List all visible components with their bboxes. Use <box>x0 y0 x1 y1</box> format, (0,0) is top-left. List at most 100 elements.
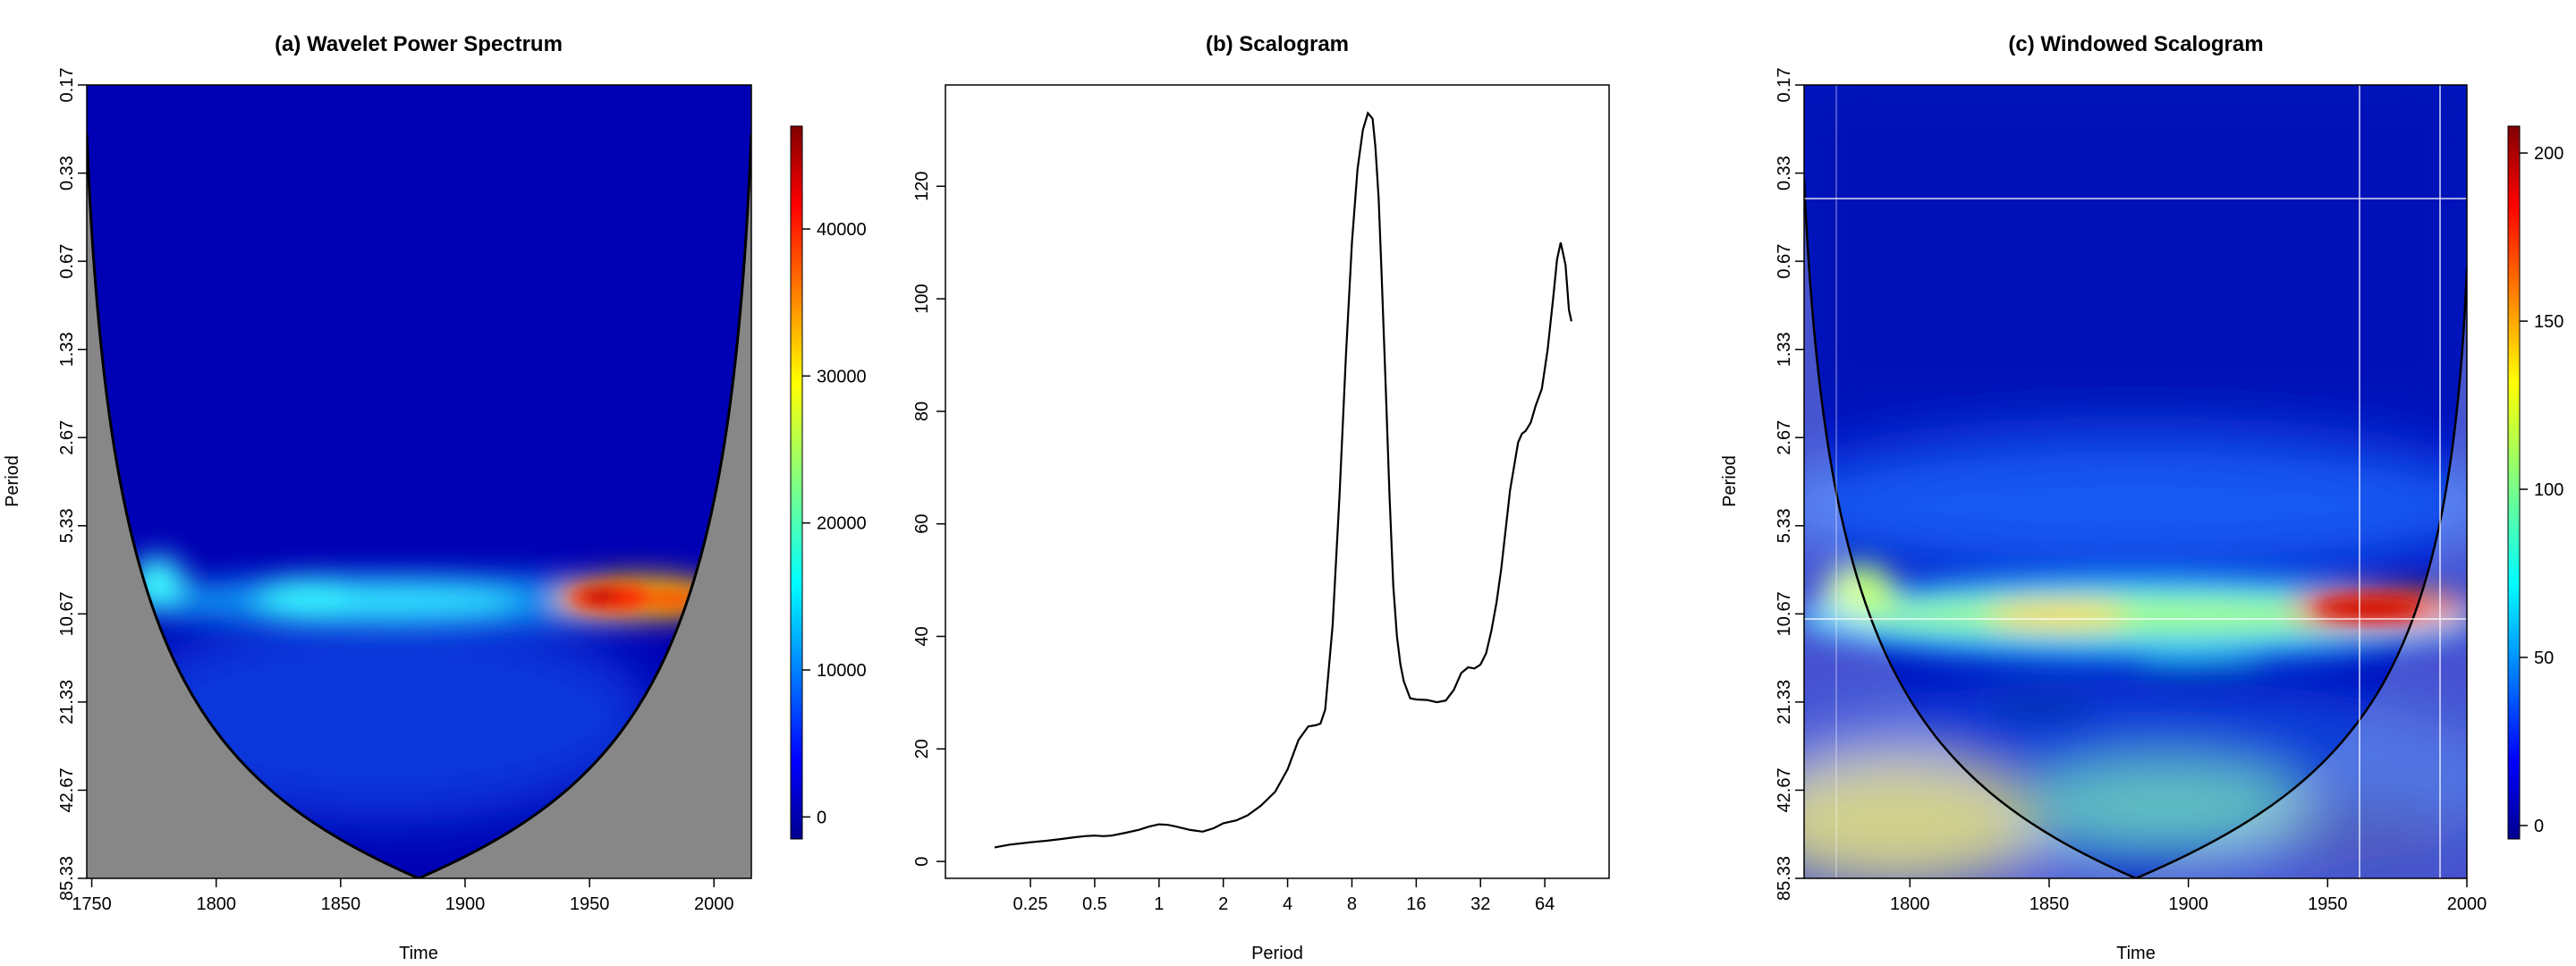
y-tick-label: 85.33 <box>57 856 77 901</box>
x-tick-label: 0.5 <box>1082 894 1107 914</box>
colorbar-tick-label: 0 <box>817 808 826 827</box>
scalogram-line <box>994 111 1572 849</box>
x-tick-label: 1850 <box>2029 894 2070 914</box>
y-tick-label: 5.33 <box>1775 508 1794 543</box>
y-tick-label: 10.67 <box>1775 591 1794 636</box>
panel-c: (c) Windowed Scalogram <box>1720 32 2563 963</box>
panel-a-colorbar-ramp <box>790 125 803 840</box>
y-tick-label: 1.33 <box>1775 332 1794 367</box>
x-tick-label: 1950 <box>2308 894 2348 914</box>
y-tick-label: 0.67 <box>57 244 77 279</box>
panel-c-lower-dark <box>2272 805 2451 859</box>
panel-c-upper-band <box>1804 85 2467 407</box>
x-tick-label: 8 <box>1347 894 1357 914</box>
y-tick-label: 10.67 <box>57 591 77 636</box>
panel-a-frame <box>86 84 752 879</box>
panel-c-heatmap <box>1804 85 2467 878</box>
y-tick-label: 42.67 <box>57 767 77 812</box>
x-tick-label: 32 <box>1470 894 1490 914</box>
colorbar-tick-label: 150 <box>2534 312 2563 332</box>
x-tick-label: 4 <box>1283 894 1292 914</box>
y-tick-label: 2.67 <box>1775 420 1794 455</box>
x-tick-label: 1950 <box>570 894 610 914</box>
y-tick-label: 21.33 <box>57 680 77 724</box>
panel-c-frame <box>1803 84 2468 879</box>
panel-c-y-axis: 0.17 0.33 0.67 1.33 2.67 5.33 10.67 21.33 42.67 8… <box>1775 68 1804 901</box>
panel-a-xlabel: Time <box>399 944 438 963</box>
panel-b-title: (b) Scalogram <box>1206 32 1349 56</box>
colorbar-tick-label: 30000 <box>817 367 867 386</box>
y-tick-label: 60 <box>912 514 932 534</box>
x-tick-label: 1 <box>1154 894 1164 914</box>
x-tick-label: 1850 <box>321 894 361 914</box>
panel-a-coi-mask <box>87 134 751 878</box>
panel-a-ylabel: Period <box>3 455 22 507</box>
panel-c-yellow-1870 <box>1986 601 2129 630</box>
colorbar-tick-label: 20000 <box>817 514 867 534</box>
colorbar-tick-label: 0 <box>2534 817 2544 836</box>
y-tick-label: 0 <box>912 857 932 867</box>
x-tick-label: 1750 <box>72 894 112 914</box>
x-tick-label: 2000 <box>2447 894 2487 914</box>
panel-c-low-left <box>1804 760 2039 878</box>
panel-b-x-axis: 0.25 0.5 1 2 4 8 16 32 64 <box>1013 878 1555 914</box>
panel-c-hot-core <box>2317 597 2424 619</box>
y-tick-label: 100 <box>912 284 932 313</box>
panel-a-spot-1850 <box>264 578 353 617</box>
x-tick-label: 2000 <box>694 894 734 914</box>
panel-a-heatmap <box>87 85 751 878</box>
colorbar-tick-label: 200 <box>2534 144 2563 164</box>
panel-b-xlabel: Period <box>1251 944 1303 963</box>
panel-b: (b) Scalogram 0 20 40 60 80 100 120 0.25 0.5 1 2 4… <box>912 32 1610 963</box>
y-tick-label: 85.33 <box>1775 856 1794 901</box>
panel-c-dark-1900 <box>2138 660 2263 682</box>
y-tick-label: 0.17 <box>57 68 77 103</box>
panel-c-xlabel: Time <box>2116 944 2156 963</box>
y-tick-label: 0.33 <box>1775 156 1794 191</box>
y-tick-label: 120 <box>912 172 932 201</box>
y-tick-label: 5.33 <box>57 508 77 543</box>
x-tick-label: 16 <box>1406 894 1426 914</box>
colorbar-tick-label: 40000 <box>817 220 867 240</box>
x-tick-label: 2 <box>1218 894 1228 914</box>
y-tick-label: 20 <box>912 739 932 758</box>
panel-c-power-blobs <box>1804 85 2467 878</box>
x-tick-label: 1800 <box>196 894 236 914</box>
panel-a-hot-core-2 <box>644 590 698 608</box>
panel-c-colorbar: 0 50 100 150 200 <box>2507 125 2563 840</box>
panel-c-coi-shade <box>1804 179 2467 878</box>
colorbar-tick-label: 100 <box>2534 480 2563 500</box>
panel-c-band-inner <box>1852 596 2424 635</box>
y-tick-label: 80 <box>912 402 932 421</box>
panel-b-frame <box>945 84 1610 879</box>
x-tick-label: 1800 <box>1890 894 1930 914</box>
y-tick-label: 40 <box>912 626 932 646</box>
panel-a: (a) Wavelet Power Spectrum <box>3 32 867 963</box>
panel-c-title: (c) Windowed Scalogram <box>2008 32 2263 56</box>
panel-c-dark-1850 <box>1986 696 2093 717</box>
panel-c-ylabel: Period <box>1720 455 1740 507</box>
panel-b-y-axis: 0 20 40 60 80 100 120 <box>912 172 945 867</box>
panel-a-x-axis: 1750 1800 1850 1900 1950 2000 <box>72 878 734 914</box>
panel-a-title: (a) Wavelet Power Spectrum <box>275 32 563 56</box>
panel-c-x-axis: 1800 1850 1900 1950 2000 <box>1890 878 2487 914</box>
colorbar-tick-label: 10000 <box>817 661 867 681</box>
x-tick-label: 0.25 <box>1013 894 1048 914</box>
y-tick-label: 0.67 <box>1775 244 1794 279</box>
panel-c-reference-lines <box>1804 85 2467 878</box>
panel-c-colorbar-ramp <box>2507 125 2521 840</box>
panel-c-colorbar-ticks: 0 50 100 150 200 <box>2520 144 2563 836</box>
x-tick-label: 1900 <box>445 894 486 914</box>
colorbar-tick-label: 50 <box>2534 648 2554 668</box>
y-tick-label: 2.67 <box>57 420 77 455</box>
x-tick-label: 64 <box>1535 894 1555 914</box>
y-tick-label: 0.17 <box>1775 68 1794 103</box>
panel-a-colorbar: 0 10000 20000 30000 40000 <box>790 125 867 840</box>
y-tick-label: 0.33 <box>57 156 77 191</box>
y-tick-label: 1.33 <box>57 332 77 367</box>
panel-a-y-axis: 0.17 0.33 0.67 1.33 2.67 5.33 10.67 21.33 42.67 8… <box>57 68 87 901</box>
panel-a-colorbar-ticks: 0 10000 20000 30000 40000 <box>802 220 867 827</box>
panel-c-mid-band <box>1804 434 2467 577</box>
x-tick-label: 1900 <box>2168 894 2208 914</box>
